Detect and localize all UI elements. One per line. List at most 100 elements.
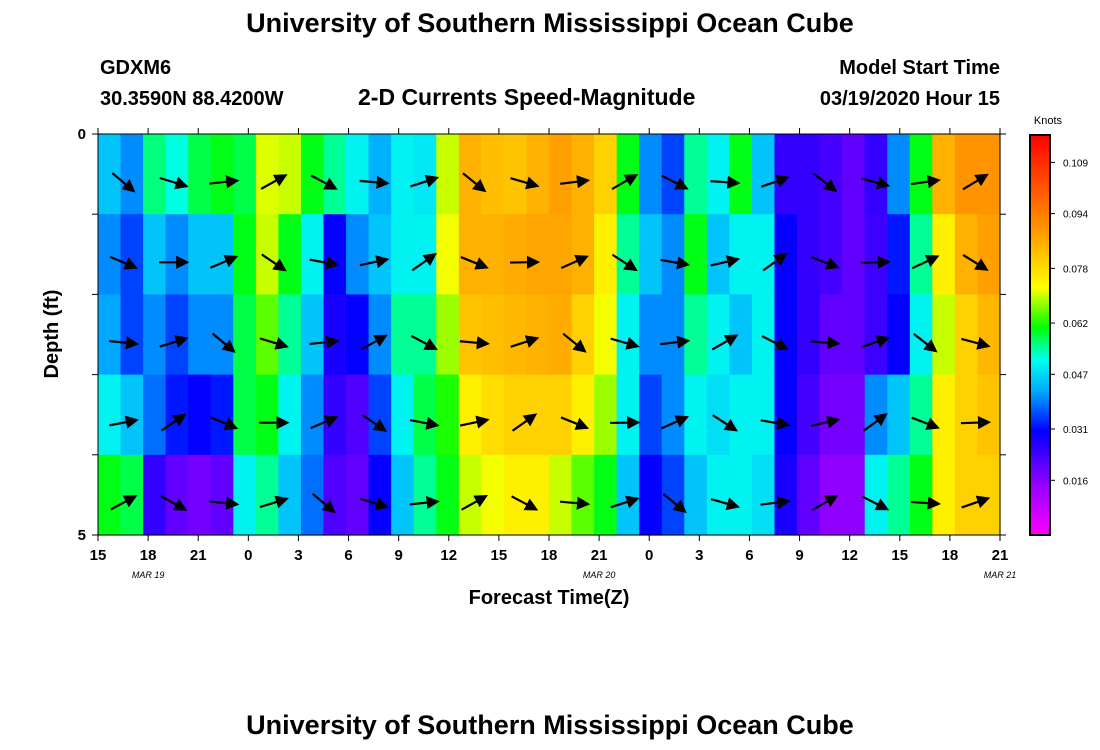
heat-cell: [751, 374, 776, 456]
current-arrow: [359, 175, 390, 189]
heat-cell: [368, 294, 392, 376]
heat-cell: [300, 214, 325, 295]
heat-cell: [594, 294, 618, 376]
current-arrow: [811, 494, 839, 511]
current-arrow: [160, 413, 187, 432]
current-arrow: [710, 175, 741, 189]
heat-cell: [278, 454, 302, 536]
heat-cell: [571, 214, 595, 295]
heat-cell: [413, 134, 437, 215]
current-arrow: [962, 253, 989, 271]
heat-cell: [842, 374, 866, 456]
x-tick-label: 15: [90, 547, 107, 564]
heat-cell: [413, 294, 437, 376]
current-arrow: [461, 495, 489, 511]
heat-cell: [98, 214, 122, 295]
heat-cell: [526, 294, 550, 376]
colorbar-unit-label: Knots: [1034, 115, 1063, 127]
heat-cell: [188, 134, 212, 215]
current-arrow: [560, 255, 589, 269]
heat-cell: [797, 214, 821, 295]
heat-cell: [458, 214, 482, 295]
heat-cell: [842, 134, 866, 215]
date-label: MAR 21: [984, 570, 1017, 580]
heat-cell: [368, 454, 392, 536]
colorbar-tick-label: 0.078: [1063, 264, 1088, 275]
heat-cell: [503, 134, 528, 215]
heat-cell: [278, 134, 302, 215]
current-arrow: [562, 332, 587, 353]
heat-cell: [120, 214, 144, 295]
heat-cell: [774, 374, 798, 456]
heat-cell: [368, 134, 392, 215]
current-arrow: [860, 255, 891, 269]
heat-cell: [909, 134, 933, 215]
current-arrow: [760, 174, 790, 188]
heat-cell: [188, 454, 212, 536]
heat-cell: [255, 294, 279, 376]
heat-cell: [210, 294, 234, 376]
heat-cell: [233, 294, 257, 376]
y-tick-label: 0: [78, 126, 86, 143]
chart-title-bottom: University of Southern Mississippi Ocean…: [246, 710, 854, 740]
heat-cell: [797, 374, 821, 456]
heat-cell: [684, 374, 708, 456]
heat-cell: [323, 454, 347, 536]
heat-cell: [210, 134, 234, 215]
current-arrow: [160, 495, 188, 511]
colorbar-tick-label: 0.047: [1063, 370, 1088, 381]
heat-cell: [391, 134, 415, 215]
heat-cell: [526, 454, 550, 536]
heat-cell: [661, 454, 685, 536]
heat-cell: [143, 454, 167, 536]
x-axis-label: Forecast Time(Z): [469, 587, 630, 609]
current-arrow: [611, 253, 638, 272]
current-arrow: [310, 174, 338, 190]
heat-cell: [436, 294, 460, 376]
current-arrow: [910, 175, 941, 189]
heat-cell: [639, 214, 663, 295]
current-arrow: [510, 335, 540, 348]
date-label: MAR 20: [583, 570, 616, 580]
x-tick-label: 0: [645, 547, 653, 564]
x-tick-label: 9: [795, 547, 803, 564]
current-arrow: [159, 335, 189, 348]
current-arrow: [710, 255, 741, 269]
heat-cell: [278, 214, 302, 295]
heat-cell: [864, 294, 888, 376]
heat-cell: [684, 134, 708, 215]
heat-cell: [165, 374, 189, 456]
current-arrow: [209, 496, 240, 510]
heat-cell: [165, 134, 189, 215]
heat-cell: [98, 134, 122, 215]
heat-cell: [887, 374, 911, 456]
heat-cell: [481, 134, 505, 215]
heat-cell: [751, 454, 776, 536]
heat-cell: [932, 134, 956, 215]
current-arrow: [460, 256, 489, 270]
current-arrow: [862, 413, 888, 432]
current-arrow: [361, 413, 388, 432]
heat-cell: [684, 214, 708, 295]
current-arrow: [109, 415, 139, 429]
heat-cell: [458, 134, 482, 215]
heat-cell: [143, 134, 167, 215]
heat-cell: [571, 294, 595, 376]
heat-cell: [346, 374, 370, 456]
heat-cell: [98, 374, 122, 456]
current-arrow: [310, 415, 339, 430]
heat-cell: [571, 374, 595, 456]
heat-cell: [346, 214, 370, 295]
heat-cell: [616, 454, 640, 536]
heat-cell: [549, 374, 573, 456]
x-tick-label: 21: [190, 547, 207, 564]
heat-cell: [436, 374, 460, 456]
current-arrow: [911, 255, 940, 270]
heat-cell: [503, 294, 528, 376]
heat-cell: [120, 374, 144, 456]
heat-cell: [323, 374, 347, 456]
x-tick-label: 12: [841, 547, 858, 564]
heat-cell: [188, 374, 212, 456]
current-arrow: [760, 416, 791, 430]
heat-cell: [458, 294, 482, 376]
